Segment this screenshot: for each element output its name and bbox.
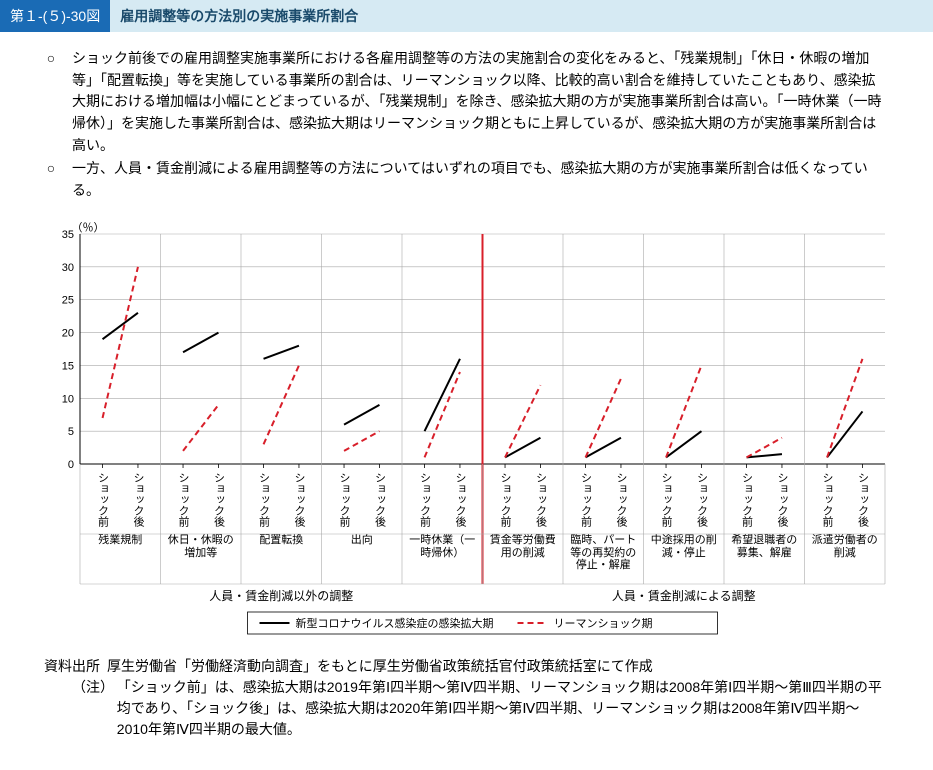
bullet-1: 一方、人員・賃金削減による雇用調整等の方法についてはいずれの項目でも、感染拡大期…	[44, 158, 889, 201]
note-line: （注） 「ショック前」は、感染拡大期は2019年第Ⅰ四半期～第Ⅳ四半期、リーマン…	[44, 677, 889, 740]
svg-text:（％）: （％）	[72, 221, 105, 234]
svg-text:20: 20	[62, 327, 74, 339]
figure-header: 第１-(５)-30図 雇用調整等の方法別の実施事業所割合	[0, 0, 933, 32]
svg-text:ショック後: ショック後	[212, 472, 225, 527]
svg-text:ショック後: ショック後	[293, 472, 306, 527]
svg-text:ショック前: ショック前	[741, 472, 754, 528]
svg-text:15: 15	[62, 360, 74, 372]
note-text: 「ショック前」は、感染拡大期は2019年第Ⅰ四半期～第Ⅳ四半期、リーマンショック…	[117, 677, 889, 740]
svg-text:新型コロナウイルス感染症の感染拡大期: 新型コロナウイルス感染症の感染拡大期	[296, 616, 494, 630]
svg-text:25: 25	[62, 295, 74, 307]
svg-text:ショック前: ショック前	[177, 472, 190, 528]
figure-number: 第１-(５)-30図	[0, 0, 110, 32]
svg-text:ショック前: ショック前	[258, 472, 271, 528]
svg-text:10: 10	[62, 393, 74, 405]
figure-title: 雇用調整等の方法別の実施事業所割合	[110, 0, 933, 32]
svg-text:30: 30	[62, 262, 74, 274]
svg-text:ショック後: ショック後	[454, 472, 467, 527]
svg-text:ショック前: ショック前	[580, 472, 593, 528]
footnotes: 資料出所 厚生労働省「労働経済動向調査」をもとに厚生労働省政策統括官付政策統括室…	[0, 656, 933, 740]
svg-text:ショック後: ショック後	[534, 472, 547, 527]
source-label: 資料出所	[44, 656, 100, 677]
source-text: 厚生労働省「労働経済動向調査」をもとに厚生労働省政策統括官付政策統括室にて作成	[107, 656, 653, 677]
svg-text:人員・賃金削減による調整: 人員・賃金削減による調整	[612, 588, 756, 603]
svg-text:ショック前: ショック前	[419, 472, 432, 528]
svg-text:ショック前: ショック前	[821, 472, 834, 528]
summary-bullets: ショック前後での雇用調整実施事業所における各雇用調整等の方法の実施割合の変化をみ…	[0, 48, 933, 202]
svg-text:ショック後: ショック後	[856, 472, 869, 527]
note-label: （注）	[72, 677, 114, 740]
svg-text:人員・賃金削減以外の調整: 人員・賃金削減以外の調整	[209, 588, 353, 603]
source-line: 資料出所 厚生労働省「労働経済動向調査」をもとに厚生労働省政策統括官付政策統括室…	[44, 656, 889, 677]
chart-svg: （％） 0 5 10 15 20 25 30 35 ショック前 ショック後 ショック前 ショック後 ショッ…	[44, 216, 889, 644]
svg-text:ショック後: ショック後	[132, 472, 145, 527]
svg-text:0: 0	[68, 459, 74, 471]
svg-text:ショック後: ショック後	[695, 472, 708, 527]
svg-text:35: 35	[62, 229, 74, 241]
svg-text:ショック前: ショック前	[97, 472, 110, 528]
bullet-0: ショック前後での雇用調整実施事業所における各雇用調整等の方法の実施割合の変化をみ…	[44, 48, 889, 156]
chart-area: （％） 0 5 10 15 20 25 30 35 ショック前 ショック後 ショック前 ショック後 ショッ…	[0, 216, 933, 644]
svg-text:ショック前: ショック前	[499, 472, 512, 528]
svg-text:ショック後: ショック後	[615, 472, 628, 527]
svg-text:ショック前: ショック前	[660, 472, 673, 528]
svg-text:ショック後: ショック後	[776, 472, 789, 527]
svg-text:5: 5	[68, 426, 74, 438]
svg-text:ショック前: ショック前	[338, 472, 351, 528]
svg-text:リーマンショック期: リーマンショック期	[554, 617, 653, 630]
svg-text:ショック後: ショック後	[373, 472, 386, 527]
